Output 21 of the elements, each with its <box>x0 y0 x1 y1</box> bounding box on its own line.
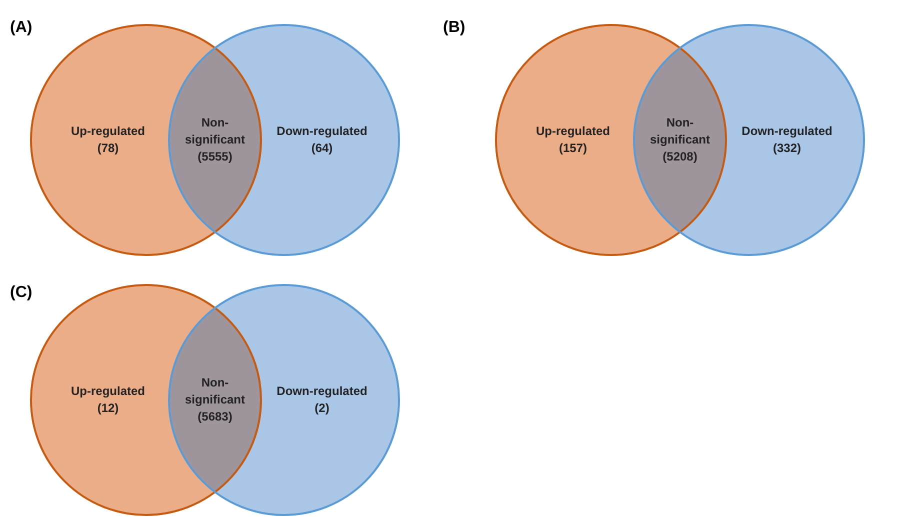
data-label: (332) <box>772 141 802 155</box>
data-label: (12) <box>97 401 119 415</box>
data-label: (78) <box>97 141 119 155</box>
data-label: (64) <box>311 141 333 155</box>
category-label: Up-regulated <box>70 384 146 398</box>
data-label: (2) <box>314 401 330 415</box>
category-label: Down-regulated <box>742 124 832 138</box>
data-label: (5208) <box>662 150 698 164</box>
category-label: Non-significant <box>184 116 246 146</box>
text: (A) <box>10 19 32 36</box>
data-label: (157) <box>558 141 588 155</box>
text: (C) <box>10 284 32 301</box>
text: (B) <box>443 19 466 36</box>
category-label: Non-significant <box>184 376 246 406</box>
data-label: (5683) <box>198 410 232 424</box>
category-label: Non-significant <box>650 116 710 146</box>
category-label: Down-regulated <box>276 124 368 138</box>
category-label: Down-regulated <box>276 384 368 398</box>
data-label: (5555) <box>198 150 232 164</box>
category-label: Up-regulated <box>536 124 610 138</box>
category-label: Up-regulated <box>70 124 146 138</box>
